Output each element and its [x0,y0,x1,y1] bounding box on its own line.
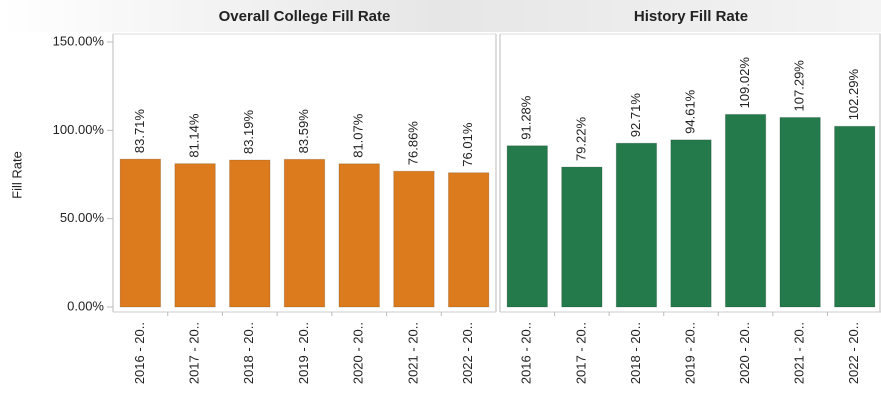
bar [506,145,548,308]
value-label: 76.86% [405,121,420,166]
value-label: 79.22% [573,117,588,162]
y-tick-label: 50.00% [60,210,105,225]
value-label: 83.59% [296,109,311,154]
value-label: 102.29% [846,69,861,121]
y-tick-label: 0.00% [67,298,104,313]
x-tick-label: 2021 - 20.. [792,322,807,384]
header-bar [0,0,881,32]
x-tick-label: 2016 - 20.. [132,322,147,384]
bar [670,139,712,308]
bar [779,116,821,308]
value-label: 76.01% [460,122,475,167]
value-label: 81.07% [351,113,366,158]
value-label: 109.02% [737,57,752,109]
x-tick-label: 2020 - 20.. [737,322,752,384]
bar [561,166,603,308]
value-label: 83.19% [241,109,256,154]
y-tick-label: 150.00% [53,33,105,48]
value-label: 107.29% [792,60,807,112]
x-tick-label: 2018 - 20.. [241,322,256,384]
bar [724,113,767,308]
bar [393,170,435,308]
bar [447,172,490,308]
bar [615,142,658,308]
panel-title: History Fill Rate [634,8,748,25]
panel-title: Overall College Fill Rate [219,8,391,25]
x-tick-label: 2019 - 20.. [296,322,311,384]
bar [338,163,380,308]
value-label: 92.71% [628,93,643,138]
bar [834,125,876,308]
y-tick-label: 100.00% [53,122,105,137]
x-tick-label: 2020 - 20.. [351,322,366,384]
x-tick-label: 2022 - 20.. [460,322,475,384]
bar [174,163,216,308]
bar [229,159,271,308]
value-label: 81.14% [187,113,202,158]
x-tick-label: 2019 - 20.. [682,322,697,384]
bar [119,158,162,308]
x-tick-label: 2018 - 20.. [628,322,643,384]
x-tick-label: 2022 - 20.. [846,322,861,384]
bar [283,158,326,308]
value-label: 94.61% [682,89,697,134]
value-label: 91.28% [519,95,534,140]
value-label: 83.71% [132,109,147,154]
x-tick-label: 2017 - 20.. [187,322,202,384]
x-tick-label: 2021 - 20.. [405,322,420,384]
x-tick-label: 2017 - 20.. [573,322,588,384]
x-tick-label: 2016 - 20.. [519,322,534,384]
y-axis-label: Fill Rate [9,151,24,199]
